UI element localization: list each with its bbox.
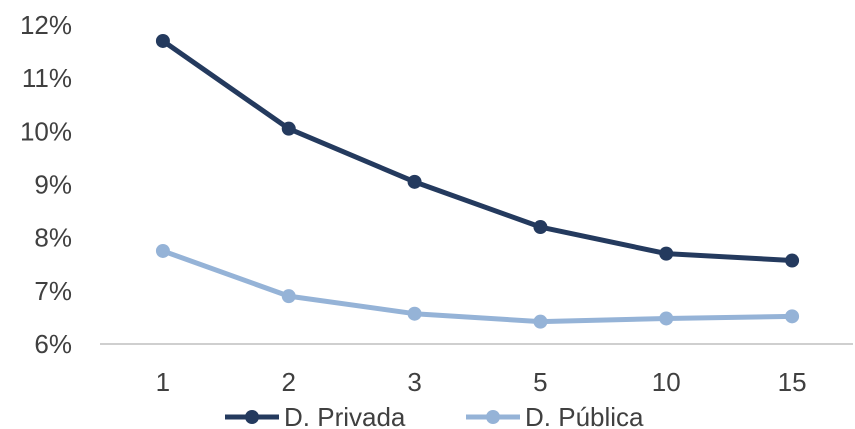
y-tick-label: 6% xyxy=(34,329,72,359)
data-point xyxy=(155,243,170,258)
legend-swatch-marker xyxy=(486,410,500,424)
y-tick-label: 8% xyxy=(34,223,72,253)
data-point xyxy=(281,289,296,304)
y-tick-label: 12% xyxy=(20,10,72,40)
data-point xyxy=(785,309,800,324)
x-tick-label: 5 xyxy=(533,367,547,397)
data-point xyxy=(155,33,170,48)
y-tick-label: 10% xyxy=(20,116,72,146)
y-tick-label: 11% xyxy=(22,63,72,93)
legend-swatch-marker xyxy=(245,410,259,424)
series-line xyxy=(160,38,795,264)
data-point xyxy=(533,220,548,235)
x-axis-labels: 1 2 3 5 10 15 xyxy=(156,367,807,397)
data-point xyxy=(407,174,422,189)
legend: D. Privada D. Pública xyxy=(225,402,644,429)
x-tick-label: 1 xyxy=(156,367,170,397)
series-1 xyxy=(155,33,800,268)
x-tick-label: 2 xyxy=(282,367,296,397)
x-tick-label: 15 xyxy=(778,367,807,397)
data-point xyxy=(407,306,422,321)
data-point xyxy=(281,121,296,136)
y-tick-label: 7% xyxy=(34,276,72,306)
data-point xyxy=(785,253,800,268)
data-point xyxy=(659,246,674,261)
data-point xyxy=(533,314,548,329)
data-point xyxy=(659,311,674,326)
y-axis-labels: 6% 7% 8% 9% 10% 11% 12% xyxy=(20,10,72,359)
legend-label: D. Privada xyxy=(284,402,406,429)
series-group xyxy=(155,33,800,329)
x-tick-label: 3 xyxy=(407,367,421,397)
legend-item: D. Privada xyxy=(225,402,406,429)
series-2 xyxy=(155,243,800,329)
y-tick-label: 9% xyxy=(34,170,72,200)
legend-item: D. Pública xyxy=(466,402,644,429)
x-tick-label: 10 xyxy=(652,367,681,397)
legend-label: D. Pública xyxy=(525,402,644,429)
series-line xyxy=(160,248,795,325)
